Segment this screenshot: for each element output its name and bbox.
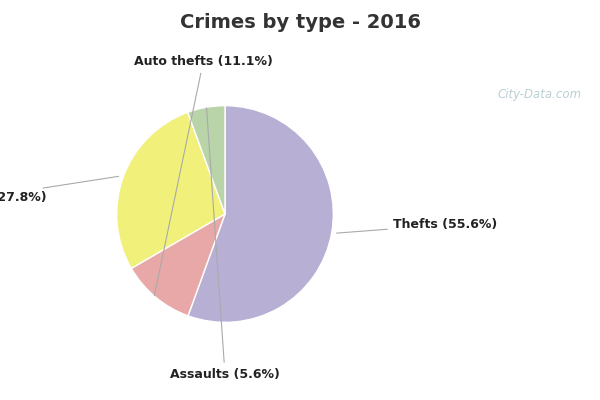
Wedge shape [188,106,334,322]
Text: Burglaries (27.8%): Burglaries (27.8%) [0,176,119,204]
Text: Crimes by type - 2016: Crimes by type - 2016 [179,14,421,32]
Wedge shape [116,112,225,268]
Text: Thefts (55.6%): Thefts (55.6%) [337,218,497,233]
Wedge shape [131,214,225,316]
Text: Auto thefts (11.1%): Auto thefts (11.1%) [134,55,273,296]
Text: Assaults (5.6%): Assaults (5.6%) [170,108,280,381]
Wedge shape [188,106,225,214]
Text: City-Data.com: City-Data.com [498,88,582,102]
